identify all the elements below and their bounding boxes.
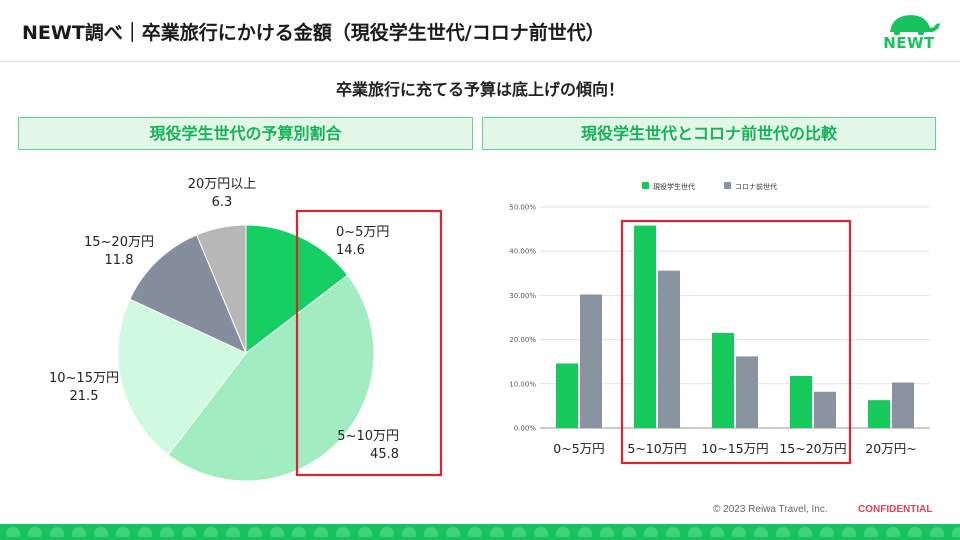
bar-current-0 [556,363,578,428]
footer-turtle-mark [666,527,680,537]
slide-subtitle: 卒業旅行に充てる予算は底上げの傾向！ [335,80,624,99]
footer-turtle-mark [754,527,768,537]
y-tick-label: 20.00% [509,336,536,344]
footer-turtle-mark [226,527,240,537]
legend-swatch-current [642,182,649,189]
bar-panel-title: 現役学生世代とコロナ前世代の比較 [482,117,936,150]
turtle-icon [890,15,940,35]
footer-turtle-mark [578,527,592,537]
footer-turtle-mark [864,527,878,537]
footer-turtle-mark [424,527,438,537]
bar-chart: 0.00% 10.00% 20.00% 30.00% 40.00% 50.00% 0~5万円… [509,182,930,465]
bar-current-4 [868,400,890,428]
pie-label-10-15: 10~15万円 [49,371,119,386]
pie-highlight-box [295,209,443,477]
footer-turtle-mark [534,527,548,537]
footer-turtle-mark [952,527,960,537]
y-tick-label: 0.00% [514,425,537,433]
pie-label-20-plus: 20万円以上 [188,177,257,192]
bar-prepandemic-2 [736,356,758,428]
footer-turtle-mark [358,527,372,537]
footer-turtle-mark [798,527,812,537]
bar-current-2 [712,332,734,428]
bar-prepandemic-3 [814,391,836,428]
footer-turtle-mark [204,527,218,537]
footer-turtle-mark [28,527,42,537]
footer-turtle-mark [138,527,152,537]
pie-slice-10-15 [117,298,247,456]
newt-logo: NEWT [880,8,942,54]
footer-turtle-mark [688,527,702,537]
footer-turtle-mark [622,527,636,537]
confidential-label: CONFIDENTIAL [858,504,933,515]
bar-prepandemic-4 [892,382,914,428]
footer-turtle-mark [6,527,20,537]
footer-turtle-mark [886,527,900,537]
footer-turtle-mark [930,527,944,537]
header-bar: NEWT調べ｜卒業旅行にかける金額（現役学生世代/コロナ前世代） NEWT [0,0,960,62]
footer-turtle-mark [116,527,130,537]
footer-turtle-mark [270,527,284,537]
y-tick-label: 30.00% [509,292,536,300]
bar-highlight-box [620,219,852,465]
footer-turtle-mark [776,527,790,537]
pie-slice-15-20 [129,234,247,354]
footer-turtle-mark [710,527,724,537]
footer-band [0,524,960,540]
pie-value-20-plus: 6.3 [212,195,233,210]
footer-turtle-mark [50,527,64,537]
y-tick-label: 50.00% [509,204,536,212]
footer-turtle-mark [446,527,460,537]
footer-turtle-mark [556,527,570,537]
footer-turtle-mark [842,527,856,537]
logo-text: NEWT [883,34,935,52]
footer-turtle-mark [512,527,526,537]
footer-turtle-mark [94,527,108,537]
footer-turtle-mark [600,527,614,537]
x-category-label: 20万円~ [865,441,916,456]
pie-value-15-20: 11.8 [105,253,134,268]
pie-value-10-15: 21.5 [70,389,99,404]
footer-turtle-mark [160,527,174,537]
footer-turtle-mark [380,527,394,537]
y-tick-label: 40.00% [509,248,536,256]
footer-turtle-mark [292,527,306,537]
bar-prepandemic-0 [580,294,602,428]
x-category-label: 5~10万円 [627,441,686,456]
footer-turtle-mark [248,527,262,537]
x-category-label: 0~5万円 [553,441,604,456]
footer-turtle-mark [732,527,746,537]
footer-turtle-mark [468,527,482,537]
footer-turtle-mark [820,527,834,537]
pie-panel-title: 現役学生世代の予算別割合 [18,117,473,150]
footer-turtle-mark [402,527,416,537]
bar-current-1 [634,225,656,428]
pie-value-5-10: 45.8 [370,447,399,462]
footer-turtle-mark [72,527,86,537]
x-category-label: 15~20万円 [779,441,846,456]
pie-label-15-20: 15~20万円 [84,235,154,250]
pie-label-0-5: 0~5万円 [336,225,389,240]
footer-turtle-mark [908,527,922,537]
footer-turtle-mark [644,527,658,537]
footer-turtle-mark [314,527,328,537]
pie-value-0-5: 14.6 [336,243,365,258]
pie-slice-20-plus [195,224,247,354]
legend-label-prepandemic: コロナ前世代 [735,182,777,191]
legend-swatch-prepandemic [724,182,731,189]
pie-chart: 0~5万円 14.6 5~10万円 45.8 10~15万円 21.5 15~20万円 11.… [49,177,443,482]
bar-prepandemic-1 [658,270,680,428]
footer-turtle-mark [182,527,196,537]
legend-label-current: 現役学生世代 [653,182,695,191]
copyright-text: © 2023 Reiwa Travel, Inc. [713,504,828,515]
pie-label-5-10: 5~10万円 [337,429,399,444]
bar-current-3 [790,375,812,428]
footer-turtle-mark [490,527,504,537]
page-title: NEWT調べ｜卒業旅行にかける金額（現役学生世代/コロナ前世代） [22,22,605,44]
x-category-label: 10~15万円 [701,441,768,456]
pie-slice-5-10 [167,274,375,482]
y-tick-label: 10.00% [509,380,536,388]
footer-turtle-mark [336,527,350,537]
